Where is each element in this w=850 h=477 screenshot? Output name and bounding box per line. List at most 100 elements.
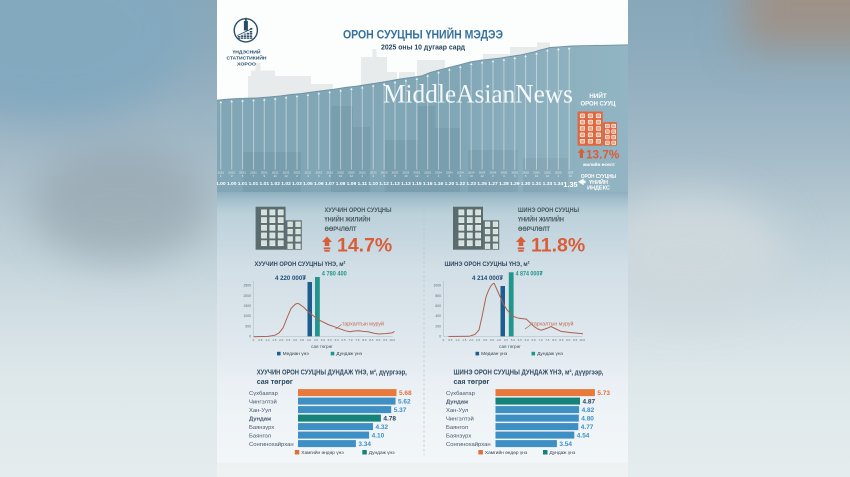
svg-text:0: 0 bbox=[439, 335, 441, 339]
svg-text:12: 12 bbox=[480, 174, 484, 178]
svg-text:6: 6 bbox=[449, 174, 451, 178]
svg-text:тархалтын муруй: тархалтын муруй bbox=[342, 320, 384, 327]
svg-text:2024: 2024 bbox=[435, 170, 442, 174]
svg-text:2024: 2024 bbox=[457, 170, 464, 174]
svg-text:Чингэлтэй: Чингэлтэй bbox=[249, 398, 277, 405]
svg-text:Дундаж үнэ: Дундаж үнэ bbox=[549, 450, 575, 456]
svg-text:14.7%: 14.7% bbox=[337, 234, 392, 256]
svg-text:7: 7 bbox=[253, 174, 255, 178]
svg-text:3.34: 3.34 bbox=[358, 441, 371, 448]
svg-text:ХУУЧИН ОРОН СУУЦНЫ: ХУУЧИН ОРОН СУУЦНЫ bbox=[324, 207, 391, 214]
svg-text:3.54: 3.54 bbox=[559, 441, 572, 448]
svg-text:4.77: 4.77 bbox=[581, 424, 594, 431]
svg-text:1.12: 1.12 bbox=[379, 181, 389, 186]
svg-text:10: 10 bbox=[569, 174, 572, 178]
svg-text:1000: 1000 bbox=[433, 284, 441, 288]
svg-text:5.5: 5.5 bbox=[328, 338, 332, 342]
svg-text:2024: 2024 bbox=[490, 170, 497, 174]
svg-text:2.5: 2.5 bbox=[286, 338, 290, 342]
svg-text:2025: 2025 bbox=[501, 170, 508, 174]
svg-text:5.5: 5.5 bbox=[518, 338, 522, 342]
svg-text:MiddleAsianNews: MiddleAsianNews bbox=[383, 80, 573, 109]
svg-text:2022: 2022 bbox=[337, 170, 344, 174]
svg-text:ӨӨРЧЛӨЛТ: ӨӨРЧЛӨЛТ bbox=[324, 226, 357, 233]
svg-text:5.62: 5.62 bbox=[398, 398, 411, 405]
svg-text:ҮНИЙН ЖИЛИЙН: ҮНИЙН ЖИЛИЙН bbox=[324, 215, 370, 224]
svg-text:СТАТИСТИКИЙН: СТАТИСТИКИЙН bbox=[226, 54, 266, 62]
svg-text:2022: 2022 bbox=[294, 170, 301, 174]
svg-text:4.54: 4.54 bbox=[577, 432, 590, 439]
svg-text:10.0: 10.0 bbox=[389, 338, 395, 342]
svg-text:11.8%: 11.8% bbox=[531, 234, 585, 256]
svg-text:2025 оны 10 дугаар сард: 2025 оны 10 дугаар сард bbox=[381, 43, 465, 52]
svg-text:Дундаж: Дундаж bbox=[446, 399, 469, 405]
svg-text:0: 0 bbox=[249, 335, 251, 339]
svg-text:2024: 2024 bbox=[468, 170, 475, 174]
svg-text:2021: 2021 bbox=[283, 170, 290, 174]
svg-text:1.30: 1.30 bbox=[521, 181, 531, 186]
svg-text:5: 5 bbox=[242, 174, 244, 178]
svg-text:4.32: 4.32 bbox=[375, 424, 388, 431]
svg-text:Баянгол: Баянгол bbox=[249, 433, 272, 439]
svg-text:11: 11 bbox=[274, 174, 277, 178]
svg-text:ҮНИЙН ЖИЛИЙН: ҮНИЙН ЖИЛИЙН bbox=[518, 215, 564, 224]
svg-text:Дундаж үнэ: Дундаж үнэ bbox=[336, 351, 362, 357]
svg-text:Дундаж үнэ: Дундаж үнэ bbox=[537, 351, 563, 357]
svg-text:Дундаж үнэ: Дундаж үнэ bbox=[369, 450, 395, 456]
svg-text:6.0: 6.0 bbox=[335, 338, 339, 342]
svg-text:2023: 2023 bbox=[403, 170, 410, 174]
svg-text:1.5: 1.5 bbox=[272, 338, 276, 342]
svg-text:1.01: 1.01 bbox=[238, 181, 248, 186]
svg-text:2022: 2022 bbox=[326, 170, 333, 174]
svg-text:1000: 1000 bbox=[243, 314, 251, 318]
svg-text:2021: 2021 bbox=[250, 170, 257, 174]
svg-text:7.5: 7.5 bbox=[355, 338, 359, 342]
svg-text:6: 6 bbox=[383, 174, 385, 178]
svg-text:Сонгинохайрхан: Сонгинохайрхан bbox=[446, 441, 491, 448]
svg-text:2023: 2023 bbox=[424, 170, 431, 174]
svg-text:2.5: 2.5 bbox=[476, 338, 480, 342]
svg-text:4: 4 bbox=[438, 174, 440, 178]
svg-text:1.01: 1.01 bbox=[249, 181, 259, 186]
svg-text:8.0: 8.0 bbox=[362, 338, 366, 342]
svg-text:2023: 2023 bbox=[381, 170, 388, 174]
svg-text:2022: 2022 bbox=[348, 170, 355, 174]
svg-text:4 874 000₮: 4 874 000₮ bbox=[516, 270, 543, 277]
svg-text:4.5: 4.5 bbox=[314, 338, 318, 342]
svg-text:2024: 2024 bbox=[446, 170, 453, 174]
svg-text:2022: 2022 bbox=[359, 170, 366, 174]
svg-text:2: 2 bbox=[492, 174, 494, 178]
svg-text:0: 0 bbox=[253, 338, 255, 342]
svg-text:2025: 2025 bbox=[555, 170, 562, 174]
svg-text:8.5: 8.5 bbox=[369, 338, 373, 342]
svg-text:9.0: 9.0 bbox=[566, 338, 570, 342]
svg-text:1.20: 1.20 bbox=[445, 181, 455, 186]
svg-text:500: 500 bbox=[245, 324, 251, 328]
svg-text:12: 12 bbox=[546, 174, 550, 178]
svg-text:200: 200 bbox=[435, 324, 441, 328]
svg-text:2025: 2025 bbox=[544, 170, 551, 174]
svg-text:Медиан үнэ: Медиан үнэ bbox=[481, 351, 508, 357]
svg-text:1.08: 1.08 bbox=[336, 181, 346, 186]
svg-text:7.0: 7.0 bbox=[348, 338, 352, 342]
svg-text:1.00: 1.00 bbox=[227, 181, 237, 186]
svg-text:4.78: 4.78 bbox=[383, 415, 396, 422]
svg-text:1.09: 1.09 bbox=[347, 181, 357, 186]
svg-text:0: 0 bbox=[443, 338, 445, 342]
svg-text:6: 6 bbox=[514, 174, 516, 178]
svg-text:1.28: 1.28 bbox=[499, 181, 509, 186]
svg-text:4: 4 bbox=[503, 174, 505, 178]
svg-text:ХУУЧИН ОРОН СУУЦНЫ ҮНЭ, м²: ХУУЧИН ОРОН СУУЦНЫ ҮНЭ, м² bbox=[254, 261, 346, 268]
svg-text:Чингэлтэй: Чингэлтэй bbox=[446, 415, 474, 422]
svg-text:2023: 2023 bbox=[370, 170, 377, 174]
svg-text:2022: 2022 bbox=[315, 170, 322, 174]
svg-text:1.34: 1.34 bbox=[553, 181, 563, 186]
svg-text:10: 10 bbox=[535, 174, 539, 178]
svg-text:ШИНЭ ОРОН СУУЦНЫ ДУНДАЖ ҮНЭ, м: ШИНЭ ОРОН СУУЦНЫ ДУНДАЖ ҮНЭ, м², дүүргээ… bbox=[453, 369, 603, 376]
svg-text:Хамгийн өндөр үнэ: Хамгийн өндөр үнэ bbox=[301, 449, 344, 456]
svg-text:1.02: 1.02 bbox=[270, 181, 280, 186]
svg-text:2: 2 bbox=[361, 174, 363, 178]
svg-text:1.23: 1.23 bbox=[466, 181, 476, 186]
svg-text:1.05: 1.05 bbox=[303, 181, 313, 186]
svg-text:12: 12 bbox=[284, 174, 288, 178]
